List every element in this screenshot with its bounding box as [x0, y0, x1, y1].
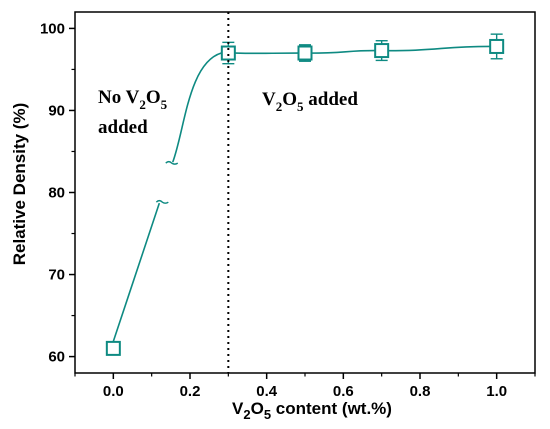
x-tick-label: 0.2 — [180, 383, 201, 400]
annotation-v2o5-added: V2O5 added — [262, 89, 358, 114]
data-point-marker — [220, 45, 236, 61]
axis-ticks: 0.0 0.2 0.4 0.6 0.8 1.0 60 70 80 90 100 — [40, 20, 536, 400]
y-tick-label: 70 — [48, 267, 65, 284]
series-curve — [112, 45, 490, 342]
error-bars — [222, 33, 503, 65]
break-mark-lower — [155, 199, 169, 204]
y-tick-label: 90 — [48, 102, 65, 119]
y-tick-label: 60 — [48, 349, 65, 366]
curve-segment-plateau — [235, 45, 490, 55]
plot-border — [74, 11, 536, 374]
data-markers — [105, 38, 505, 356]
x-tick-label: 0.8 — [410, 383, 431, 400]
x-tick-label: 0.6 — [333, 383, 354, 400]
break-mark-upper — [165, 160, 179, 165]
annotation-added: added — [98, 117, 148, 138]
data-point-marker — [297, 45, 313, 61]
y-axis-title: Relative Density (%) — [10, 103, 29, 266]
curve-segment-upper — [172, 52, 222, 163]
data-point-marker — [105, 340, 121, 356]
curve-segment-lower — [112, 202, 161, 342]
x-tick-label: 1.0 — [486, 383, 507, 400]
data-point-marker — [374, 43, 390, 59]
x-tick-label: 0.4 — [256, 383, 278, 400]
x-tick-label: 0.0 — [103, 383, 124, 400]
y-tick-label: 100 — [40, 20, 65, 37]
x-axis-title: V2O5 content (wt.%) — [232, 399, 392, 422]
annotation-no-v2o5: No V2O5 — [98, 87, 168, 112]
y-tick-label: 80 — [48, 185, 65, 202]
plot-frame — [74, 11, 536, 374]
data-point-marker — [489, 38, 505, 54]
